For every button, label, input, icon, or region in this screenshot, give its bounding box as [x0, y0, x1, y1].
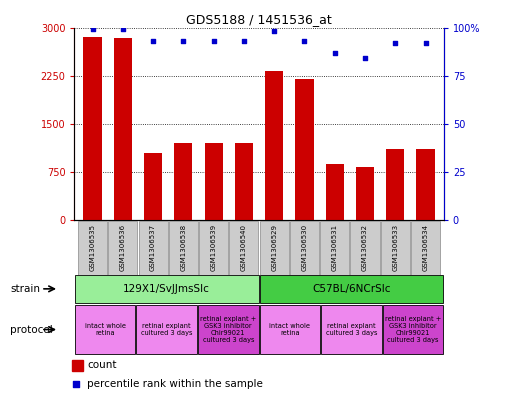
FancyBboxPatch shape [139, 220, 168, 275]
Text: protocol: protocol [10, 325, 53, 334]
Text: GSM1306534: GSM1306534 [423, 224, 428, 271]
Point [209, 38, 218, 44]
Text: GSM1306530: GSM1306530 [302, 224, 307, 271]
Text: GSM1306535: GSM1306535 [90, 224, 95, 271]
FancyBboxPatch shape [136, 305, 197, 354]
Text: retinal explant
cultured 3 days: retinal explant cultured 3 days [326, 323, 377, 336]
FancyBboxPatch shape [169, 220, 198, 275]
FancyBboxPatch shape [108, 220, 137, 275]
Text: GSM1306533: GSM1306533 [392, 224, 398, 271]
Text: GSM1306531: GSM1306531 [332, 224, 338, 271]
Text: percentile rank within the sample: percentile rank within the sample [87, 379, 263, 389]
Point [361, 55, 369, 61]
Bar [356, 167, 374, 220]
Point [119, 26, 127, 33]
Text: GSM1306540: GSM1306540 [241, 224, 247, 271]
Text: retinal explant +
GSK3 inhibitor
Chir99021
cultured 3 days: retinal explant + GSK3 inhibitor Chir990… [200, 316, 256, 343]
Bar [235, 143, 253, 220]
FancyBboxPatch shape [260, 220, 289, 275]
Text: strain: strain [10, 284, 40, 294]
Bar [144, 152, 162, 220]
Text: GSM1306536: GSM1306536 [120, 224, 126, 271]
FancyBboxPatch shape [321, 305, 382, 354]
Point [149, 38, 157, 44]
FancyBboxPatch shape [350, 220, 380, 275]
Bar [72, 360, 83, 371]
Text: C57BL/6NCrSlc: C57BL/6NCrSlc [312, 284, 391, 294]
Bar [114, 39, 132, 220]
Bar [174, 143, 192, 220]
FancyBboxPatch shape [260, 275, 443, 303]
Text: retinal explant +
GSK3 inhibitor
Chir99021
cultured 3 days: retinal explant + GSK3 inhibitor Chir990… [385, 316, 441, 343]
FancyBboxPatch shape [75, 275, 259, 303]
Bar [326, 164, 344, 220]
Bar [386, 149, 404, 220]
FancyBboxPatch shape [78, 220, 107, 275]
FancyBboxPatch shape [229, 220, 259, 275]
FancyBboxPatch shape [290, 220, 319, 275]
FancyBboxPatch shape [381, 220, 410, 275]
Point [301, 38, 309, 44]
Bar [84, 37, 102, 220]
Text: GSM1306532: GSM1306532 [362, 224, 368, 271]
Bar [265, 71, 283, 220]
Text: GSM1306539: GSM1306539 [211, 224, 216, 271]
FancyBboxPatch shape [320, 220, 349, 275]
FancyBboxPatch shape [198, 305, 259, 354]
Point [240, 38, 248, 44]
Point [179, 38, 187, 44]
FancyBboxPatch shape [199, 220, 228, 275]
FancyBboxPatch shape [411, 220, 440, 275]
Text: GSM1306537: GSM1306537 [150, 224, 156, 271]
Text: GSM1306529: GSM1306529 [271, 224, 277, 271]
Text: intact whole
retina: intact whole retina [85, 323, 126, 336]
Point [88, 26, 96, 33]
Bar [205, 143, 223, 220]
Text: retinal explant
cultured 3 days: retinal explant cultured 3 days [141, 323, 192, 336]
Text: 129X1/SvJJmsSlc: 129X1/SvJJmsSlc [123, 284, 210, 294]
Bar [295, 79, 313, 220]
FancyBboxPatch shape [383, 305, 443, 354]
Text: count: count [87, 360, 117, 371]
Text: GSM1306538: GSM1306538 [181, 224, 186, 271]
Text: intact whole
retina: intact whole retina [269, 323, 310, 336]
FancyBboxPatch shape [75, 305, 135, 354]
Point [422, 40, 430, 46]
Point [391, 40, 400, 46]
Title: GDS5188 / 1451536_at: GDS5188 / 1451536_at [186, 13, 332, 26]
Point [331, 50, 339, 56]
Point [72, 381, 81, 387]
FancyBboxPatch shape [260, 305, 320, 354]
Point [270, 28, 279, 35]
Bar [417, 149, 435, 220]
